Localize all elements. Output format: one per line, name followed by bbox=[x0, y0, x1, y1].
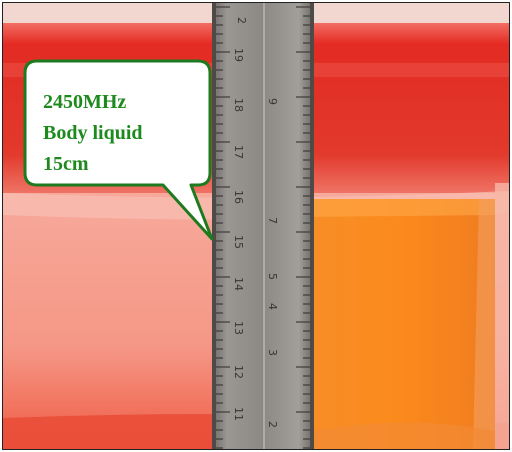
ruler-number: 17 bbox=[232, 145, 245, 159]
ruler-number: 13 bbox=[232, 321, 245, 335]
ruler-number: 19 bbox=[232, 48, 245, 62]
callout-frequency: 2450MHz bbox=[43, 91, 127, 113]
ruler-number: 2 bbox=[235, 17, 248, 24]
ruler-number: 15 bbox=[232, 235, 245, 249]
callout-bubble bbox=[23, 59, 214, 241]
ruler-number: 9 bbox=[266, 98, 279, 105]
steel-ruler: 2 19 18 17 16 15 14 13 12 11 9 7 5 4 3 2 bbox=[212, 3, 314, 449]
ruler-number: 14 bbox=[232, 277, 245, 291]
ruler-number: 18 bbox=[232, 98, 245, 112]
ruler-number: 3 bbox=[266, 349, 279, 356]
ruler-number: 4 bbox=[266, 303, 279, 310]
orange-block bbox=[303, 199, 495, 449]
ruler-number: 2 bbox=[266, 421, 279, 428]
photo-scene: 2 19 18 17 16 15 14 13 12 11 9 7 5 4 3 2 bbox=[3, 3, 509, 449]
callout-liquid-type: Body liquid bbox=[43, 122, 143, 144]
callout-depth: 15cm bbox=[43, 153, 89, 175]
ruler-number: 12 bbox=[232, 365, 245, 379]
callout-label: 2450MHz Body liquid 15cm bbox=[43, 87, 213, 180]
ruler-number: 7 bbox=[266, 217, 279, 224]
ruler-number: 11 bbox=[232, 407, 245, 421]
ruler-number: 5 bbox=[266, 273, 279, 280]
ruler-number: 16 bbox=[232, 190, 245, 204]
